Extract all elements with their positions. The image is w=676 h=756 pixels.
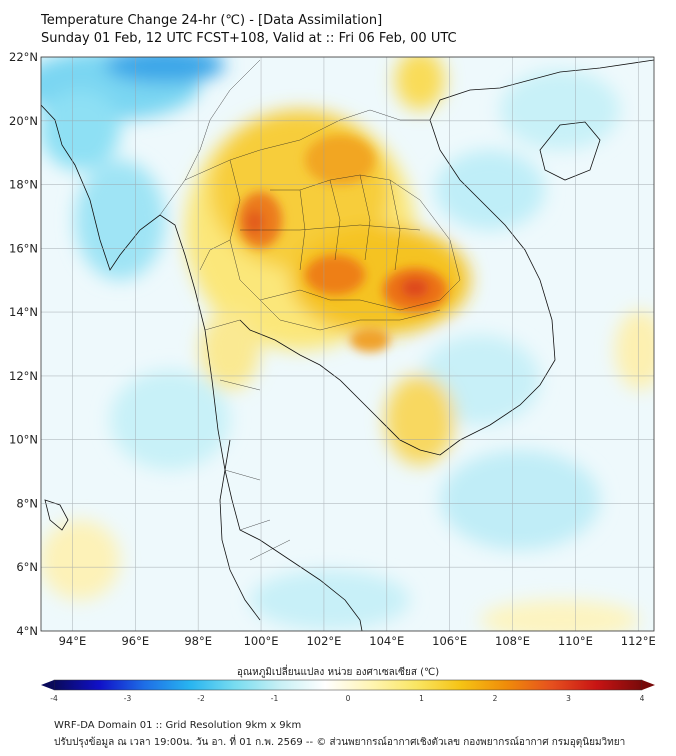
lat-tick-label: 20°N [9, 114, 38, 128]
map-title: Temperature Change 24-hr (℃) - [Data Ass… [41, 13, 383, 28]
lon-tick-label: 102°E [306, 634, 341, 648]
admin-boundaries [159, 59, 461, 561]
lat-tick-label: 4°N [16, 624, 38, 638]
lat-tick-label: 22°N [9, 50, 38, 64]
colorbar [41, 679, 655, 691]
colorbar-tick-label: 0 [345, 694, 351, 703]
lon-tick-label: 94°E [59, 634, 87, 648]
colorbar-tick-label: -4 [50, 694, 58, 703]
lon-axis: 94°E 96°E 98°E 100°E 102°E 104°E 106°E 108°E 110… [59, 634, 656, 648]
lon-tick-label: 96°E [121, 634, 149, 648]
footer-model-info: WRF-DA Domain 01 :: Grid Resolution 9km … [54, 720, 302, 731]
colorbar-tick-label: -3 [123, 694, 132, 703]
lat-tick-label: 18°N [9, 178, 38, 192]
lon-tick-label: 104°E [369, 634, 404, 648]
colorbar-low-arrow [41, 680, 54, 690]
lon-tick-label: 100°E [244, 634, 279, 648]
lat-tick-label: 10°N [9, 433, 38, 447]
temperature-change-map: 22°N 20°N 18°N 16°N 14°N 12°N 10°N 8°N 6°N 4°N 94… [9, 50, 656, 691]
colorbar-label: อุณหภูมิเปลี่ยนแปลง หน่วย องศาเซลเซียส (… [236, 667, 440, 678]
lat-axis: 22°N 20°N 18°N 16°N 14°N 12°N 10°N 8°N 6°N 4°N [9, 50, 38, 638]
colorbar-tick-label: -2 [197, 694, 205, 703]
lon-tick-label: 110°E [558, 634, 593, 648]
lon-tick-label: 98°E [184, 634, 212, 648]
footer-credit: ปรับปรุงข้อมูล ณ เวลา 19:00น. วัน อา. ที… [54, 737, 626, 748]
colorbar-tick-label: 2 [492, 694, 498, 703]
colorbar-high-arrow [642, 680, 655, 690]
map-subtitle: Sunday 01 Feb, 12 UTC FCST+108, Valid at… [41, 31, 457, 46]
map-frame [40, 56, 655, 632]
lat-tick-label: 14°N [9, 305, 38, 319]
lon-tick-label: 108°E [495, 634, 530, 648]
colorbar-tick-label: -1 [270, 694, 279, 703]
graticule [41, 57, 654, 631]
lon-tick-label: 106°E [432, 634, 467, 648]
lon-tick-label: 112°E [621, 634, 656, 648]
colorbar-tick-label: 4 [639, 694, 645, 703]
colorbar-tick-label: 3 [566, 694, 571, 703]
lat-tick-label: 8°N [16, 496, 38, 510]
colorbar-tick-label: 1 [419, 694, 424, 703]
temperature-field [41, 57, 654, 631]
lat-tick-label: 16°N [9, 241, 38, 255]
lat-tick-label: 6°N [16, 560, 38, 574]
lat-tick-label: 12°N [9, 369, 38, 383]
